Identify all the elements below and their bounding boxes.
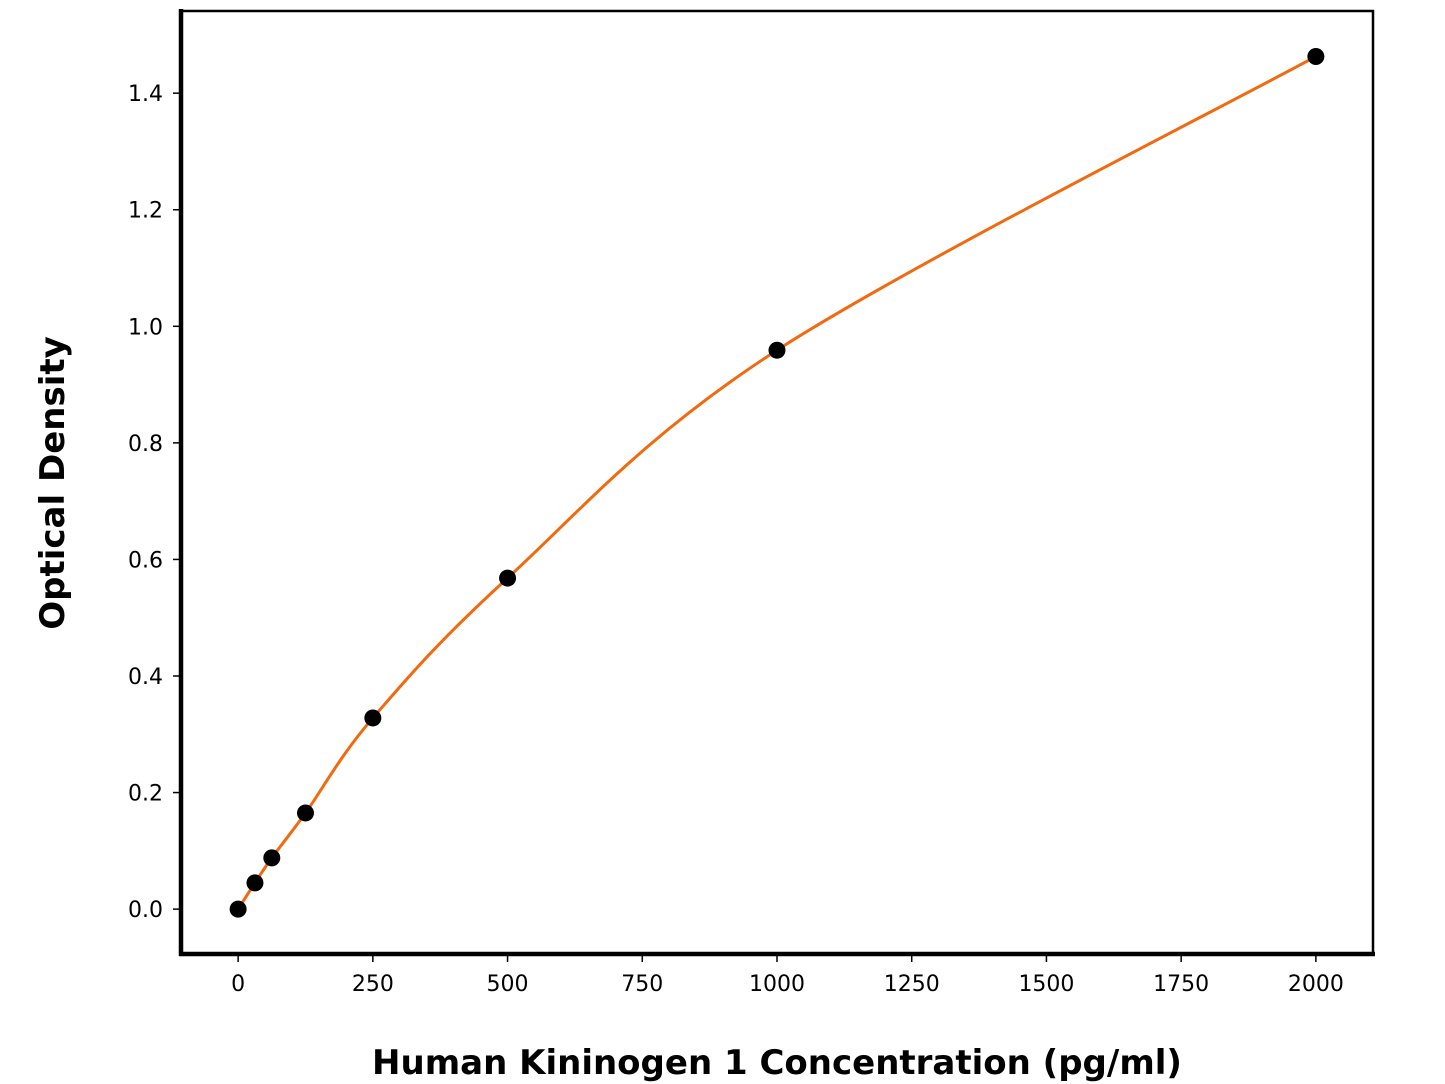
data-point xyxy=(1307,47,1325,65)
y-tick-label: 0.6 xyxy=(128,548,163,573)
x-tick-label: 1750 xyxy=(1153,972,1209,997)
x-tick-label: 500 xyxy=(487,972,529,997)
y-tick-label: 1.2 xyxy=(128,199,163,224)
y-tick-label: 1.0 xyxy=(128,315,163,340)
fit-curve xyxy=(236,55,1317,910)
x-tick-label: 750 xyxy=(621,972,663,997)
y-tick-label: 1.4 xyxy=(128,82,163,107)
x-tick-label: 250 xyxy=(352,972,394,997)
x-axis-label: Human Kininogen 1 Concentration (pg/ml) xyxy=(372,1043,1182,1083)
y-tick-label: 0.2 xyxy=(128,782,163,807)
x-tick-label: 1000 xyxy=(749,972,805,997)
plot-frame xyxy=(179,9,1375,956)
data-point xyxy=(768,341,786,359)
data-point xyxy=(263,849,281,867)
y-axis-label: Optical Density xyxy=(33,336,73,630)
x-tick-label: 1500 xyxy=(1018,972,1074,997)
x-tick-label: 2000 xyxy=(1288,972,1344,997)
x-tick-label: 0 xyxy=(231,972,245,997)
y-tick-label: 0.4 xyxy=(128,665,163,690)
data-point xyxy=(229,900,247,918)
x-tick-label: 1250 xyxy=(884,972,940,997)
y-tick-label: 0.8 xyxy=(128,432,163,457)
data-point xyxy=(499,569,517,587)
data-point xyxy=(296,804,314,822)
y-tick-label: 0.0 xyxy=(128,898,163,923)
data-point xyxy=(364,709,382,727)
data-point xyxy=(246,874,264,892)
